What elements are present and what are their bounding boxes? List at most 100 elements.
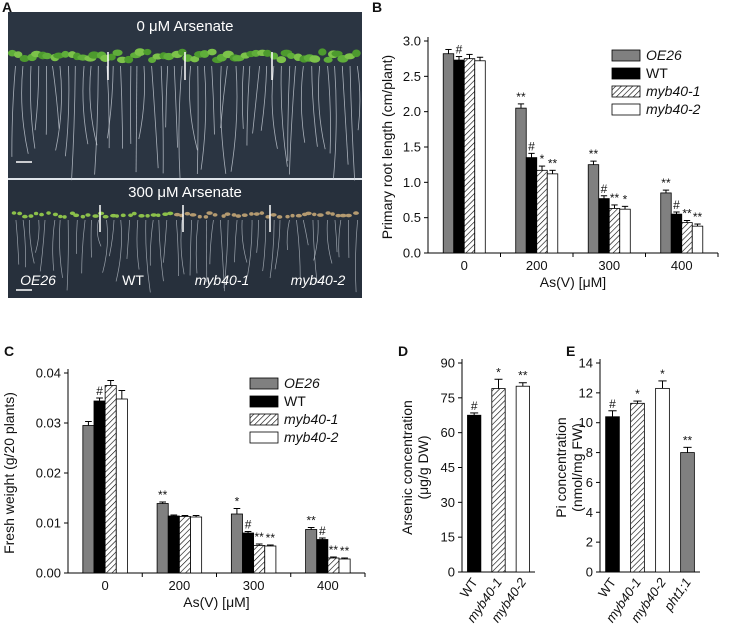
error-bar: [519, 383, 527, 386]
seedling: [190, 213, 197, 217]
seedling: [28, 214, 33, 218]
y-tick-label: 4: [586, 505, 593, 520]
bar: [661, 193, 672, 253]
significance-label: #: [245, 518, 252, 532]
significance-label: *: [660, 367, 665, 381]
y-tick-label: 2: [586, 535, 593, 550]
seedling: [206, 211, 212, 215]
y-tick-label: 0.0: [403, 246, 421, 261]
seedling: [213, 213, 218, 217]
error-bar: [85, 422, 92, 426]
bar: [682, 223, 693, 253]
x-tick-label: pht1;1: [660, 575, 694, 614]
y-tick-label: 6: [586, 475, 593, 490]
bar: [454, 60, 465, 253]
seedling: [277, 215, 282, 219]
legend-swatch: [612, 50, 640, 61]
genotype-label: myb40-2: [291, 272, 346, 288]
x-axis-label: As(V) [μM]: [540, 274, 606, 290]
y-tick-label: 0.5: [403, 210, 421, 225]
legend-label: OE26: [646, 47, 682, 63]
seedling: [318, 48, 326, 55]
bar: [599, 199, 610, 253]
y-tick-label: 60: [441, 425, 455, 440]
y-axis-label: Fresh weight (g/20 plants): [1, 392, 17, 554]
y-tick-label: 8: [586, 445, 593, 460]
seedling: [309, 55, 320, 62]
significance-label: *: [496, 365, 501, 379]
error-bar: [107, 381, 114, 386]
significance-label: **: [340, 544, 350, 558]
y-tick-label: 90: [441, 356, 455, 371]
significance-label: **: [548, 156, 558, 170]
seedling: [53, 213, 58, 217]
x-tick-label: WT: [595, 575, 619, 600]
seedling: [277, 56, 287, 63]
bar: [231, 514, 242, 573]
significance-label: *: [540, 152, 545, 166]
x-tick-label: 200: [526, 258, 548, 273]
y-tick-label: 3.0: [403, 34, 421, 49]
error-bar: [549, 170, 555, 174]
significance-label: **: [693, 210, 703, 224]
bar: [157, 504, 168, 574]
significance-label: #: [673, 198, 680, 212]
seedling: [121, 214, 126, 218]
legend-swatch: [612, 86, 640, 97]
seedling: [34, 212, 38, 216]
x-tick-label: 200: [169, 578, 191, 593]
y-tick-label: 2.5: [403, 69, 421, 84]
y-tick-label: 0.01: [36, 516, 61, 531]
bar: [606, 417, 620, 572]
seedling: [305, 212, 312, 216]
seedling: [138, 214, 144, 218]
legend-swatch: [612, 104, 640, 115]
significance-label: **: [255, 530, 265, 544]
error-bar: [96, 398, 103, 401]
error-bar: [539, 166, 545, 170]
error-bar: [590, 161, 596, 165]
seedling: [352, 49, 361, 57]
legend-label: myb40-1: [284, 411, 338, 427]
bar: [620, 209, 631, 253]
bar: [516, 386, 529, 572]
significance-label: **: [158, 488, 168, 502]
significance-label: **: [329, 543, 339, 557]
error-bar: [518, 104, 524, 108]
y-tick-label: 12: [579, 385, 593, 400]
y-axis-label: (nmol/mg FW): [569, 423, 585, 512]
bar: [116, 399, 127, 573]
error-bar: [477, 57, 483, 61]
seedling: [285, 215, 289, 219]
seedling: [85, 213, 90, 217]
significance-label: #: [96, 384, 103, 398]
y-tick-label: 15: [441, 530, 455, 545]
legend-swatch: [250, 414, 278, 425]
photo-label: 300 μM Arsenate: [128, 184, 242, 201]
seedling: [46, 211, 51, 215]
x-tick-label: 300: [598, 258, 620, 273]
error-bar: [608, 411, 616, 417]
seedling: [73, 214, 79, 218]
y-tick-label: 1.5: [403, 140, 421, 155]
seedling: [290, 214, 294, 218]
bar: [631, 403, 645, 572]
seedling: [325, 211, 330, 215]
seedling: [156, 213, 161, 217]
panel-letter: C: [4, 343, 14, 359]
seedling: [113, 49, 123, 55]
bar: [475, 61, 486, 253]
seedling: [242, 213, 248, 217]
significance-label: **: [661, 176, 671, 190]
y-tick-label: 75: [441, 390, 455, 405]
error-bar: [466, 54, 472, 58]
legend-swatch: [250, 432, 278, 443]
seedling: [254, 212, 260, 216]
bar: [588, 165, 599, 253]
seedling: [167, 212, 173, 216]
y-tick-label: 0: [586, 565, 593, 580]
y-axis-label: Pi concentration: [553, 417, 569, 517]
bar: [179, 517, 190, 574]
seedling: [225, 212, 231, 216]
significance-label: #: [319, 524, 326, 538]
